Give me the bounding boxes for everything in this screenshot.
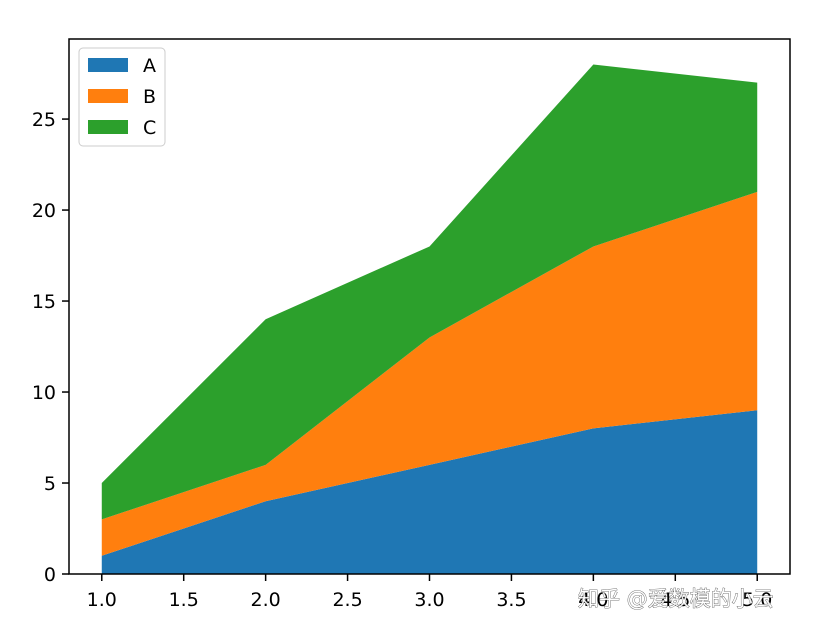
- y-tick-label: 15: [32, 291, 56, 313]
- y-tick-label: 5: [44, 473, 56, 495]
- watermark-text: 知乎 @爱数模的小云: [578, 587, 774, 611]
- x-tick-label: 3.5: [496, 589, 526, 611]
- x-tick-label: 4.0: [578, 589, 608, 611]
- legend-swatch-b: [88, 89, 128, 103]
- x-tick-label: 3.0: [414, 589, 444, 611]
- x-tick-label: 2.0: [251, 589, 281, 611]
- area-series-c: [101, 64, 758, 520]
- legend-label-c: C: [143, 117, 156, 139]
- y-tick-label: 0: [44, 564, 56, 586]
- legend: ABC: [78, 47, 166, 147]
- x-tick-label: 4.5: [660, 589, 690, 611]
- legend-swatch-c: [88, 120, 128, 134]
- y-tick-label: 25: [32, 109, 56, 131]
- y-tick-label: 20: [32, 200, 56, 222]
- legend-swatch-a: [88, 58, 128, 72]
- plot-frame: [68, 38, 791, 575]
- area-series-b: [101, 191, 758, 556]
- x-tick-label: 1.0: [87, 589, 117, 611]
- legend-label-b: B: [143, 86, 156, 108]
- x-tick-label: 5.0: [742, 589, 772, 611]
- x-tick-label: 1.5: [169, 589, 199, 611]
- axis-ticks: 1.0 1.5 2.0 2.5 3.0 3.5 4.0 4.5 5.0 0 5 10 15 20 25: [32, 109, 773, 611]
- legend-label-a: A: [143, 55, 156, 77]
- stacked-areas: [101, 64, 758, 574]
- x-tick-label: 2.5: [332, 589, 362, 611]
- area-series-a: [101, 410, 758, 574]
- y-tick-label: 10: [32, 382, 56, 404]
